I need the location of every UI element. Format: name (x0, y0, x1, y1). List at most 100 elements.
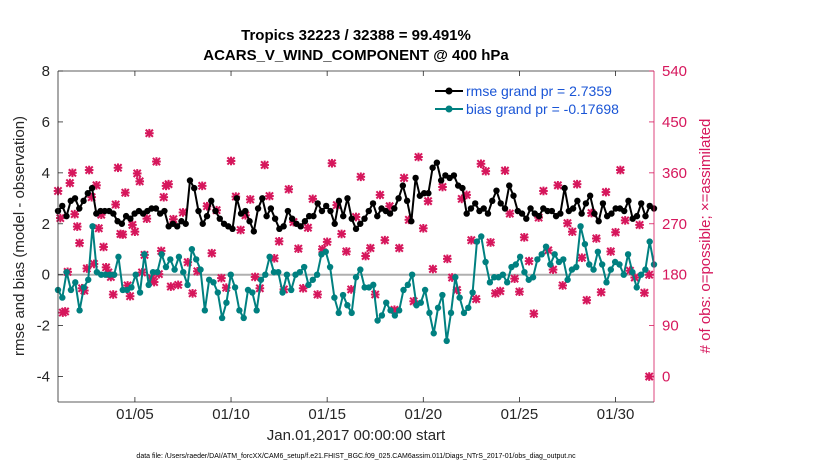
bias-point (141, 251, 148, 258)
rmse-point (625, 197, 632, 205)
rmse-point (608, 210, 615, 217)
bias-point (387, 307, 394, 314)
bias-point (512, 261, 519, 268)
x-tick-label: 01/15 (308, 406, 346, 423)
bias-point (197, 266, 204, 273)
rmse-point (578, 210, 585, 217)
rmse-point (535, 212, 543, 220)
rmse-point (586, 192, 594, 199)
y-left-tick-label: 2 (42, 216, 50, 233)
obs-count-marker (226, 156, 236, 166)
rmse-point (229, 225, 236, 233)
bias-point (598, 261, 606, 268)
bias-point (460, 309, 468, 317)
obs-count-marker (322, 237, 332, 247)
bias-point (421, 286, 429, 294)
bias-point (503, 279, 511, 286)
obs-count-marker (471, 294, 481, 304)
rmse-point (152, 205, 160, 212)
rmse-point (638, 200, 645, 207)
bias-point (162, 263, 170, 271)
bias-point (629, 268, 636, 276)
bias-point (275, 268, 282, 276)
rmse-point (582, 200, 590, 207)
bias-point (547, 261, 554, 268)
rmse-point (259, 195, 266, 202)
obs-count-marker (68, 168, 77, 178)
bias-point (175, 253, 183, 261)
obs-count-marker (366, 243, 375, 253)
bias-point (594, 248, 602, 255)
obs-count-marker (356, 172, 366, 182)
obs-count-marker (524, 256, 534, 266)
obs-count-marker (375, 190, 385, 200)
obs-count-marker (495, 286, 505, 296)
bias-point (542, 243, 550, 250)
obs-count-marker (303, 223, 313, 233)
rmse-point (412, 174, 419, 182)
obs-count-marker (582, 295, 592, 305)
bias-point (339, 291, 347, 299)
y-right-tick-label: 0 (662, 369, 670, 386)
rmse-point (408, 218, 415, 225)
obs-count-marker (142, 214, 152, 223)
rmse-point (374, 212, 381, 220)
rmse-point (216, 215, 223, 222)
obs-count-marker (118, 230, 128, 239)
obs-count-marker (108, 290, 118, 299)
bias-point (408, 271, 416, 278)
rmse-point (71, 195, 79, 202)
x-tick-label: 01/30 (597, 406, 635, 423)
bias-point (434, 304, 442, 311)
obs-count-marker (567, 227, 577, 237)
rmse-point (161, 207, 168, 215)
rmse-point (182, 220, 189, 227)
obs-count-marker (467, 235, 476, 245)
rmse-point (250, 228, 258, 235)
bias-point (76, 307, 83, 314)
obs-count-marker (294, 244, 303, 253)
bias-point (348, 309, 355, 317)
rmse-point (484, 210, 492, 217)
obs-count-marker (284, 184, 294, 194)
legend-bias-marker (445, 105, 453, 113)
rmse-point (365, 207, 372, 215)
obs-count-marker (577, 253, 587, 263)
rmse-point (527, 205, 534, 212)
bias-point (279, 289, 286, 296)
obs-count-marker (132, 169, 142, 178)
legend-rmse-marker (445, 87, 453, 95)
obs-count-marker (70, 209, 80, 219)
obs-count-marker (553, 180, 563, 190)
rmse-point (472, 200, 479, 207)
bias-point (115, 253, 122, 261)
obs-count-marker (592, 234, 601, 243)
rmse-point (323, 202, 330, 210)
y-left-tick-label: -4 (37, 369, 50, 386)
bias-point (171, 266, 178, 273)
axes-frame (57, 70, 655, 403)
obs-count-marker (510, 274, 519, 283)
x-tick-label: 01/20 (405, 406, 443, 423)
x-tick-label: 01/10 (212, 406, 250, 423)
y-left-tick-label: 8 (42, 63, 50, 80)
bias-point (63, 268, 70, 276)
bias-point (452, 274, 459, 281)
bias-point (374, 317, 381, 324)
y-left-tick-label: -2 (37, 318, 50, 335)
rmse-point (242, 207, 249, 215)
bias-point (128, 284, 135, 291)
bias-point (257, 276, 265, 283)
bias-point (573, 263, 580, 271)
bias-point (352, 274, 360, 281)
obs-count-marker (75, 238, 84, 248)
rmse-point (489, 197, 496, 205)
rmse-point (233, 195, 240, 202)
bias-point (534, 256, 541, 263)
rmse-point (548, 207, 556, 215)
bias-point (538, 251, 545, 258)
obs-count-marker (207, 248, 217, 258)
bias-point (456, 294, 463, 301)
bias-point (370, 281, 377, 289)
